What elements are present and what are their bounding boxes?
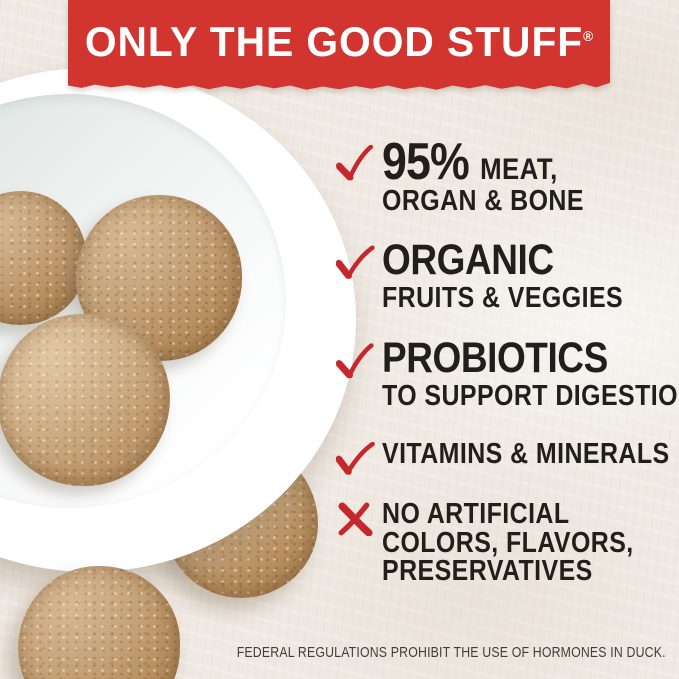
- check-icon: [335, 343, 374, 379]
- banner-background: ONLY THE GOOD STUFF®: [68, 0, 610, 90]
- check-icon: [335, 245, 375, 280]
- benefit-line: FRUITS & VEGGIES: [382, 282, 624, 314]
- benefit-headline: PROBIOTICS: [382, 334, 608, 382]
- benefit-text: 95% MEAT, ORGAN & BONE: [382, 133, 584, 217]
- banner-title-text: ONLY THE GOOD STUFF: [84, 18, 584, 65]
- benefit-item-probiotics: PROBIOTICS TO SUPPORT DIGESTION: [335, 334, 679, 412]
- benefit-headline-note: MEAT,: [480, 153, 558, 186]
- treat-patty: [0, 314, 170, 486]
- good-stuff-banner: ONLY THE GOOD STUFF®: [68, 0, 610, 92]
- benefit-line: NO ARTIFICIAL: [382, 498, 570, 530]
- treat-patty: [18, 566, 180, 679]
- disclaimer-text: FEDERAL REGULATIONS PROHIBIT THE USE OF …: [236, 645, 666, 661]
- benefit-text: VITAMINS & MINERALS: [382, 440, 670, 475]
- benefit-text: ORGANIC FRUITS & VEGGIES: [382, 236, 624, 314]
- benefit-item-no-artificial: NO ARTIFICIAL COLORS, FLAVORS, PRESERVAT…: [336, 500, 675, 586]
- check-icon: [335, 441, 375, 476]
- registered-mark: ®: [583, 28, 594, 44]
- benefit-line: ORGAN & BONE: [382, 185, 584, 217]
- benefit-text: PROBIOTICS TO SUPPORT DIGESTION: [382, 334, 679, 412]
- benefit-line: COLORS, FLAVORS,: [382, 526, 634, 559]
- benefit-line: VITAMINS & MINERALS: [382, 438, 670, 470]
- benefit-line: PRESERVATIVES: [382, 555, 593, 587]
- check-icon: [335, 144, 374, 181]
- benefit-item-meat: 95% MEAT, ORGAN & BONE: [335, 133, 617, 217]
- benefit-headline: ORGANIC: [382, 236, 554, 284]
- benefit-headline: 95%: [382, 133, 470, 191]
- benefit-text: NO ARTIFICIAL COLORS, FLAVORS, PRESERVAT…: [382, 500, 634, 586]
- banner-title: ONLY THE GOOD STUFF®: [85, 18, 593, 74]
- benefit-line: TO SUPPORT DIGESTION: [382, 380, 679, 412]
- x-icon: [338, 502, 373, 536]
- benefit-item-vitamins: VITAMINS & MINERALS: [335, 440, 679, 476]
- benefit-item-organic: ORGANIC FRUITS & VEGGIES: [335, 236, 662, 314]
